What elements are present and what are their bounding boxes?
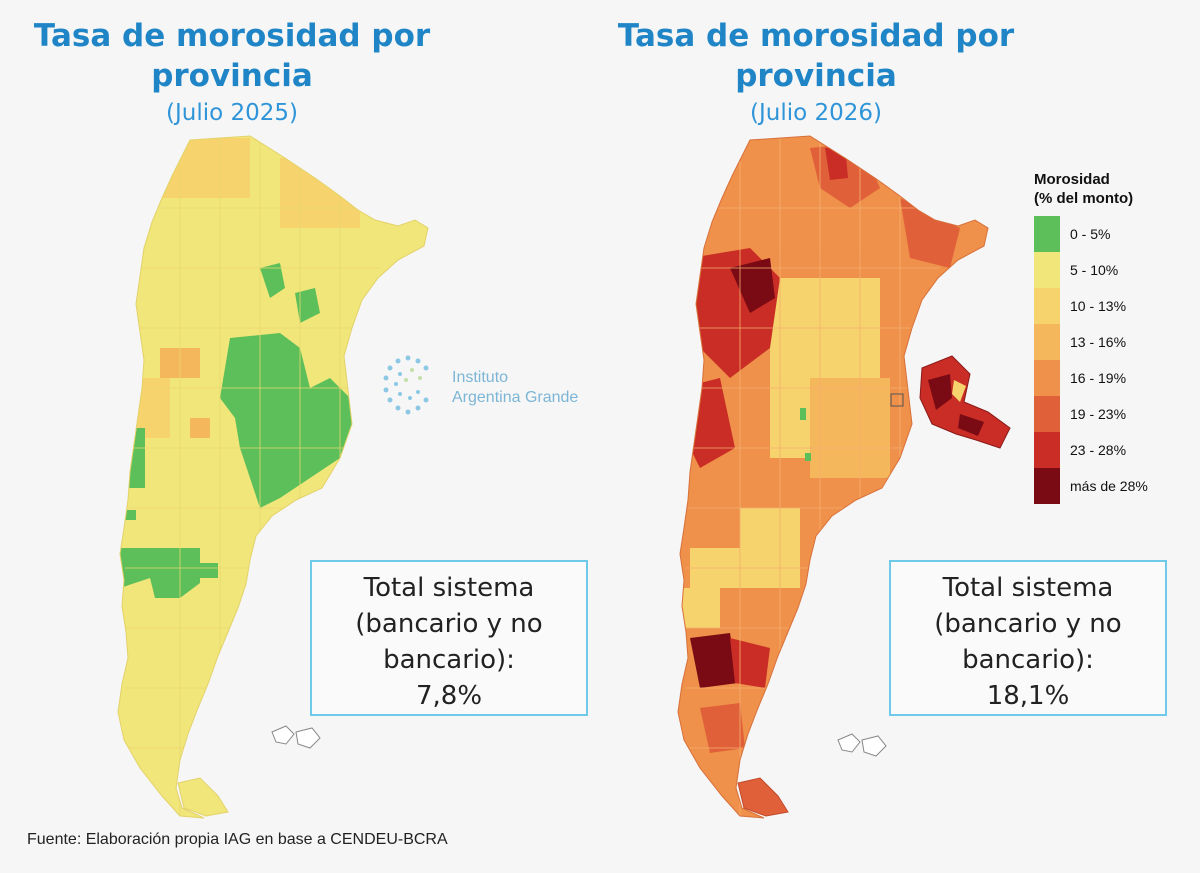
legend-item: 16 - 19% [1034,360,1194,396]
total-line2: (bancario y no [934,609,1122,639]
total-line3: bancario): [383,645,515,675]
right-title-line1: Tasa de morosidad por [617,18,1015,54]
total-value: 18,1% [986,681,1070,711]
legend-swatch [1034,396,1060,432]
malvinas-islands [271,725,321,749]
watermark-line1: Instituto [452,369,509,386]
argentina-map-2025 [117,135,429,819]
legend-swatch [1034,468,1060,504]
legend-label: 0 - 5% [1070,226,1111,242]
legend-swatch [1034,432,1060,468]
legend-title-line2: (% del monto) [1034,190,1134,207]
buenos-aires-inset [890,355,1011,449]
watermark-text: Instituto Argentina Grande [452,368,578,408]
total-box-2025: Total sistema (bancario y no bancario): … [310,560,588,716]
total-line3: bancario): [962,645,1094,675]
legend-label: 16 - 19% [1070,370,1127,386]
legend-swatch [1034,252,1060,288]
legend-label: 23 - 28% [1070,442,1127,458]
legend-swatch [1034,216,1060,252]
legend-swatch [1034,288,1060,324]
legend-swatch [1034,360,1060,396]
legend-label: 19 - 23% [1070,406,1127,422]
total-value: 7,8% [415,681,483,711]
legend-swatch [1034,324,1060,360]
left-map-subtitle: (Julio 2025) [165,100,298,126]
legend-label: más de 28% [1070,478,1148,494]
legend-item: más de 28% [1034,468,1194,504]
legend-item: 13 - 16% [1034,324,1194,360]
legend-label: 10 - 13% [1070,298,1127,314]
total-box-2026: Total sistema (bancario y no bancario): … [889,560,1167,716]
malvinas-islands [837,733,887,757]
legend-items: 0 - 5% 5 - 10% 10 - 13% 13 - 16% 16 - 19% 19 … [1034,216,1194,504]
legend-title: Morosidad (% del monto) [1034,170,1194,208]
left-title-line2: provincia [151,58,313,94]
watermark-line2: Argentina Grande [452,389,579,406]
legend-title-line1: Morosidad [1034,171,1110,188]
total-line1: Total sistema [942,573,1114,603]
total-line1: Total sistema [363,573,535,603]
iag-logo-icon [383,355,429,415]
legend-label: 5 - 10% [1070,262,1119,278]
legend-label: 13 - 16% [1070,334,1127,350]
legend-item: 10 - 13% [1034,288,1194,324]
left-map-title: Tasa de morosidad por provincia [12,16,452,96]
legend-item: 5 - 10% [1034,252,1194,288]
left-title-line1: Tasa de morosidad por [33,18,431,54]
legend-item: 23 - 28% [1034,432,1194,468]
legend-item: 0 - 5% [1034,216,1194,252]
map-legend: Morosidad (% del monto) 0 - 5% 5 - 10% 10 … [1034,170,1194,504]
total-line2: (bancario y no [355,609,543,639]
argentina-map-2026 [677,135,1011,819]
right-map-title: Tasa de morosidad por provincia [596,16,1036,96]
legend-item: 19 - 23% [1034,396,1194,432]
right-map-subtitle: (Julio 2026) [749,100,882,126]
source-note: Fuente: Elaboración propia IAG en base a… [27,831,448,848]
right-title-line2: provincia [735,58,897,94]
iag-watermark: Instituto Argentina Grande [378,350,608,420]
